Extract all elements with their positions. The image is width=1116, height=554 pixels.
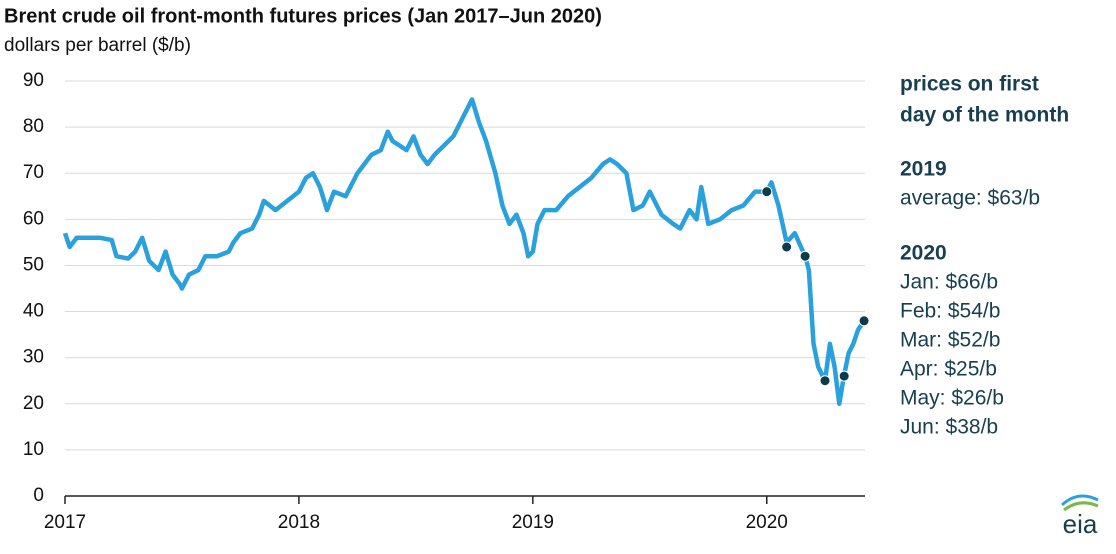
notes-title: day of the month bbox=[900, 104, 1069, 127]
logo-icon bbox=[1060, 494, 1099, 512]
notes-line: May: $26/b bbox=[900, 387, 1004, 410]
x-tick-label: 2017 bbox=[44, 512, 86, 533]
y-tick-label: 40 bbox=[23, 301, 44, 322]
y-tick-label: 80 bbox=[23, 116, 44, 137]
notes-year: 2019 bbox=[900, 158, 947, 181]
month-marker bbox=[858, 315, 870, 327]
x-tick-label: 2018 bbox=[278, 512, 320, 533]
y-tick-label: 70 bbox=[23, 162, 44, 183]
x-tick-label: 2019 bbox=[512, 512, 554, 533]
y-tick-label: 30 bbox=[23, 347, 44, 368]
notes-title: prices on first bbox=[900, 73, 1039, 96]
month-marker bbox=[819, 375, 831, 387]
notes-line: Feb: $54/b bbox=[900, 300, 1000, 323]
month-marker bbox=[761, 186, 773, 198]
y-tick-label: 10 bbox=[23, 439, 44, 460]
chart-subtitle: dollars per barrel ($/b) bbox=[4, 35, 191, 56]
notes-line: average: $63/b bbox=[900, 187, 1040, 210]
notes-line: Jun: $38/b bbox=[900, 416, 998, 439]
x-tick-label: 2020 bbox=[746, 512, 788, 533]
month-marker bbox=[799, 250, 811, 262]
notes-line: Apr: $25/b bbox=[900, 358, 997, 381]
y-tick-label: 50 bbox=[23, 254, 44, 275]
month-marker bbox=[781, 241, 793, 253]
month-marker bbox=[838, 370, 850, 382]
notes-line: Mar: $52/b bbox=[900, 329, 1000, 352]
logo: eia bbox=[1063, 509, 1098, 539]
y-tick-label: 60 bbox=[23, 208, 44, 229]
y-tick-label: 20 bbox=[23, 393, 44, 414]
y-tick-label: 0 bbox=[33, 485, 44, 506]
notes-year: 2020 bbox=[900, 242, 947, 265]
chart-title: Brent crude oil front-month futures pric… bbox=[4, 5, 602, 27]
notes-line: Jan: $66/b bbox=[900, 271, 998, 294]
y-tick-label: 90 bbox=[23, 70, 44, 91]
